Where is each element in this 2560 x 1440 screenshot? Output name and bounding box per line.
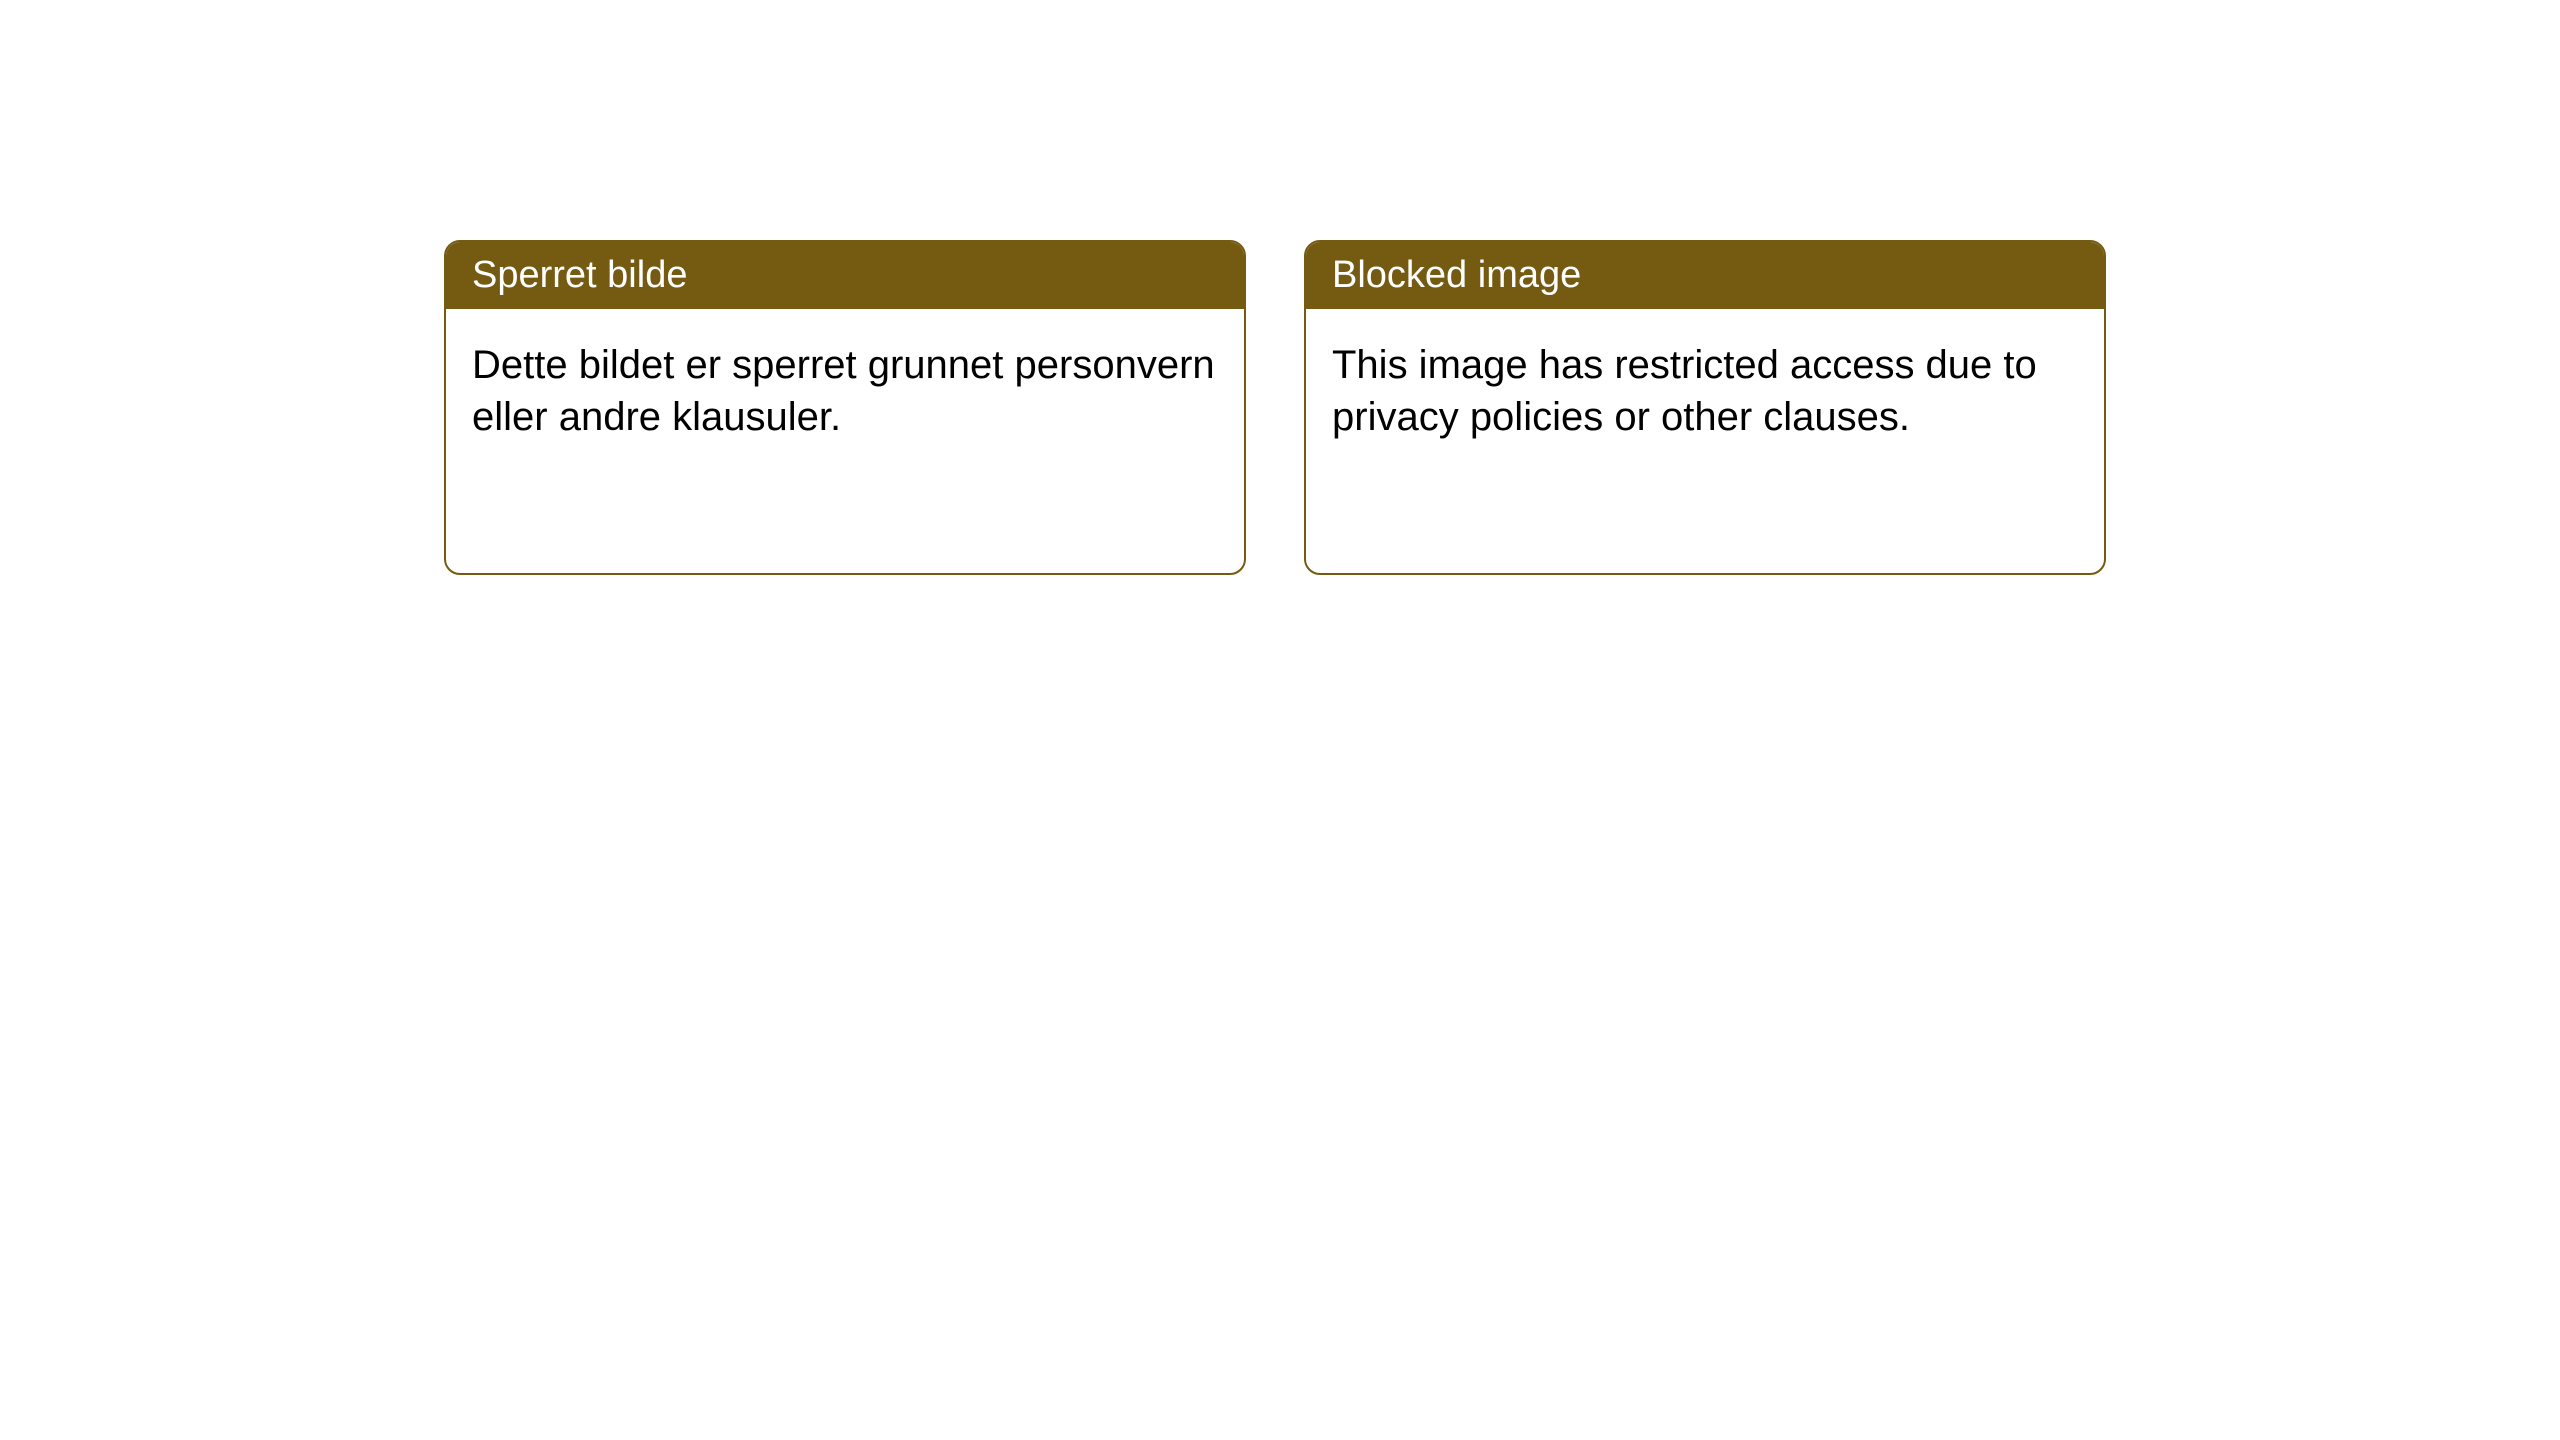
card-body: This image has restricted access due to … [1306,309,2104,473]
card-title: Blocked image [1332,254,1581,296]
blocked-image-card-english: Blocked image This image has restricted … [1304,240,2106,575]
card-header: Blocked image [1306,242,2104,309]
blocked-image-card-norwegian: Sperret bilde Dette bildet er sperret gr… [444,240,1246,575]
card-body-text: This image has restricted access due to … [1332,343,2037,439]
card-header: Sperret bilde [446,242,1244,309]
notice-container: Sperret bilde Dette bildet er sperret gr… [444,240,2106,575]
card-title: Sperret bilde [472,254,687,296]
card-body-text: Dette bildet er sperret grunnet personve… [472,343,1215,439]
card-body: Dette bildet er sperret grunnet personve… [446,309,1244,473]
